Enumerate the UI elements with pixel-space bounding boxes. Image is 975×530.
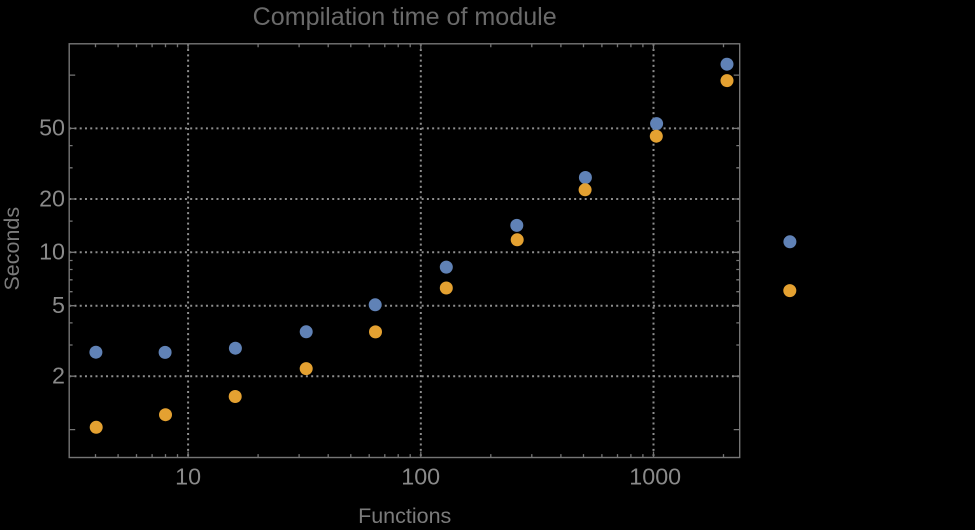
svg-text:10: 10	[39, 239, 65, 265]
svg-text:100: 100	[401, 463, 440, 489]
svg-text:2: 2	[52, 363, 65, 389]
svg-text:20: 20	[39, 185, 65, 211]
svg-text:50: 50	[39, 115, 65, 141]
svg-text:10: 10	[175, 463, 201, 489]
svg-text:Compilation time of module: Compilation time of module	[253, 3, 557, 31]
svg-text:1000: 1000	[629, 463, 681, 489]
svg-text:Seconds: Seconds	[0, 207, 24, 291]
svg-text:Functions: Functions	[358, 504, 451, 525]
svg-text:5: 5	[52, 292, 65, 318]
